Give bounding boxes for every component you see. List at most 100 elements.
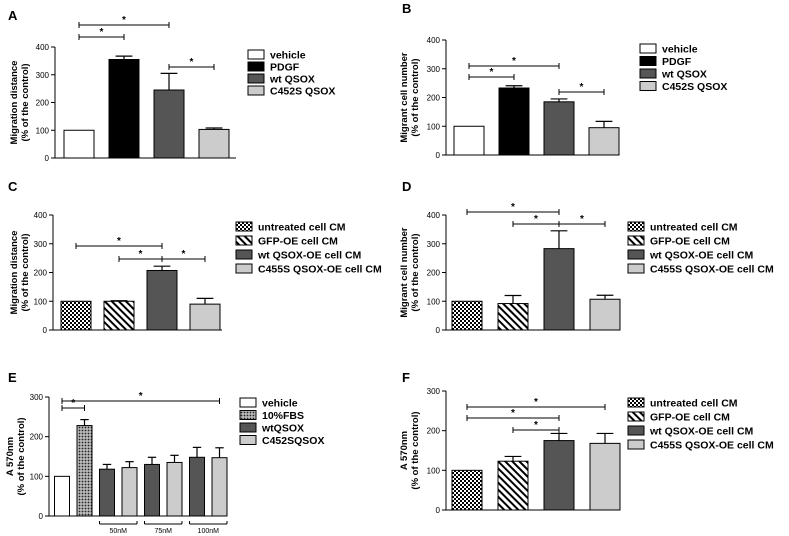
group-label: 75nM xyxy=(154,528,172,535)
legend-swatch xyxy=(627,439,645,450)
chart-panel-b: B 0 100 200 300 400 Migrant cell number (% of t… xyxy=(399,1,727,160)
panel-letter: A xyxy=(8,8,18,23)
significance-star: * xyxy=(71,398,75,409)
legend-swatch xyxy=(639,43,657,54)
y-tick-label: 300 xyxy=(36,71,50,80)
y-axis-label: Migrant cell number xyxy=(399,227,410,318)
bar-f-2 xyxy=(543,440,575,511)
bar-b-1 xyxy=(498,87,530,156)
significance-star: * xyxy=(190,57,194,68)
legend-entry: wt QSOX-OE cell CM xyxy=(649,250,754,262)
y-tick-label: 100 xyxy=(427,466,441,475)
legend-entry: PDGF xyxy=(270,62,300,74)
bar-d-2 xyxy=(543,248,575,331)
bar-b-3 xyxy=(588,127,620,156)
y-tick-label: 300 xyxy=(427,387,441,396)
y-tick-label: 200 xyxy=(36,99,50,108)
significance-star: * xyxy=(580,82,584,93)
bar-e-4 xyxy=(144,463,160,517)
legend-swatch xyxy=(247,73,265,84)
y-tick-label: 200 xyxy=(427,427,441,436)
legend-entry: C455S QSOX-OE cell CM xyxy=(258,264,382,276)
y-tick-label: 300 xyxy=(427,65,441,74)
legend-entry: untreated cell CM xyxy=(650,398,738,410)
significance-star: * xyxy=(511,202,515,213)
y-tick-label: 0 xyxy=(39,512,44,521)
legend-entry: C452S QSOX xyxy=(662,81,727,93)
y-tick-label: 100 xyxy=(36,126,50,135)
bar-c-2 xyxy=(146,269,178,331)
bar-e-0 xyxy=(54,475,70,517)
legend-entry: GFP-OE cell CM xyxy=(650,236,730,248)
panel-letter: F xyxy=(402,370,410,385)
legend-entry: C455S QSOX-OE cell CM xyxy=(650,264,774,276)
y-tick-label: 100 xyxy=(34,297,48,306)
group-label: 100nM xyxy=(198,528,220,535)
panel-letter: C xyxy=(8,179,18,194)
y-axis-label: Migration distance xyxy=(9,61,20,145)
bar-c-1 xyxy=(103,300,135,331)
legend-entry: GFP-OE cell CM xyxy=(258,236,338,248)
y-tick-label: 400 xyxy=(427,36,441,45)
legend-swatch xyxy=(235,249,253,260)
y-tick-label: 300 xyxy=(30,393,44,402)
y-tick-label: 0 xyxy=(436,506,441,515)
y-axis-label: (% of the control) xyxy=(20,233,31,311)
legend-entry: vehicle xyxy=(662,44,698,56)
bar-e-5 xyxy=(166,461,183,517)
y-tick-label: 0 xyxy=(436,326,441,335)
significance-star: * xyxy=(512,56,516,67)
y-tick-label: 400 xyxy=(36,43,50,52)
legend-swatch xyxy=(239,397,257,408)
legend-swatch xyxy=(627,397,645,408)
y-tick-label: 0 xyxy=(436,151,441,160)
chart-panel-e: E 0 100 200 300 A 570nm (% of the control) * * 50… xyxy=(5,370,324,535)
legend-swatch xyxy=(235,221,253,232)
y-axis-label: Migrant cell number xyxy=(399,52,410,143)
legend-entry: untreated cell CM xyxy=(258,222,346,234)
y-tick-label: 400 xyxy=(34,211,48,220)
significance-star: * xyxy=(100,27,104,38)
legend-entry: C452SQSOX xyxy=(262,435,324,447)
legend-swatch xyxy=(627,235,645,246)
panel-letter: D xyxy=(402,179,411,194)
legend-entry: wt QSOX-OE cell CM xyxy=(649,426,754,438)
bar-e-1 xyxy=(76,425,93,517)
bar-c-0 xyxy=(60,300,92,331)
legend-entry: vehicle xyxy=(262,398,298,410)
panel-letter: E xyxy=(8,370,17,385)
y-axis-label: (% of the control) xyxy=(410,58,421,136)
legend-entry: 10%FBS xyxy=(262,410,304,422)
legend-swatch xyxy=(639,81,657,91)
bar-a-2 xyxy=(153,89,185,159)
y-tick-label: 300 xyxy=(34,240,48,249)
y-tick-label: 200 xyxy=(427,94,441,103)
bar-c-3 xyxy=(189,303,221,331)
legend-swatch xyxy=(627,221,645,232)
bar-a-3 xyxy=(198,128,230,159)
y-tick-label: 100 xyxy=(427,122,441,131)
y-tick-label: 0 xyxy=(45,154,50,163)
legend-swatch xyxy=(239,422,257,433)
y-axis-label: (% of the control) xyxy=(410,233,421,311)
bar-e-3 xyxy=(121,467,138,517)
legend-swatch xyxy=(627,425,645,436)
y-axis-label: (% of the control) xyxy=(16,417,27,495)
bar-f-3 xyxy=(589,442,621,511)
bar-e-6 xyxy=(189,456,205,517)
bar-a-0 xyxy=(63,129,95,159)
legend-entry: untreated cell CM xyxy=(650,222,738,234)
significance-star: * xyxy=(511,408,515,419)
y-tick-label: 100 xyxy=(427,297,441,306)
legend-entry: wt QSOX xyxy=(661,69,707,81)
significance-star: * xyxy=(122,15,126,26)
bar-d-0 xyxy=(451,300,483,331)
significance-star: * xyxy=(534,397,538,408)
legend-swatch xyxy=(627,263,645,274)
y-axis-label: (% of the control) xyxy=(20,63,31,141)
legend-entry: C452S QSOX xyxy=(270,86,335,98)
legend-swatch xyxy=(247,85,265,96)
legend-entry: C455S QSOX-OE cell CM xyxy=(650,440,774,452)
significance-star: * xyxy=(182,249,186,260)
